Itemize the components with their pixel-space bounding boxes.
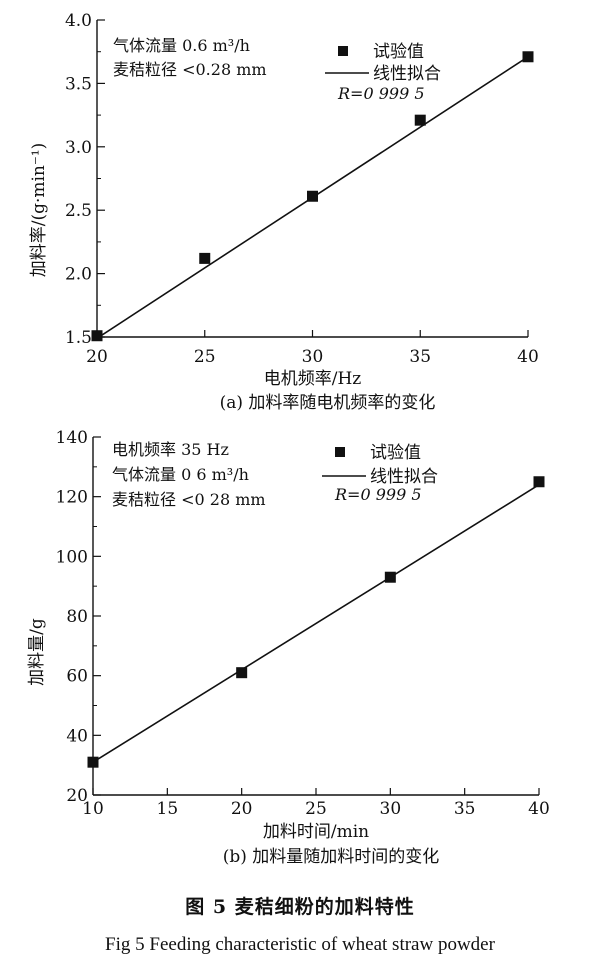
panel-a-x-tick-label: 20 <box>86 347 108 367</box>
panel-a-condition-text: 麦秸粒径 <0.28 mm <box>113 60 267 79</box>
panel-b-x-tick-label: 15 <box>157 799 179 819</box>
panel-b-condition-text: 麦秸粒径 <0 28 mm <box>112 490 266 509</box>
panel-a-y-tick-label: 4.0 <box>65 11 92 31</box>
panel-a-y-tick-label: 2.5 <box>65 201 92 221</box>
panel-b-condition-text: 气体流量 0 6 m³/h <box>112 465 249 484</box>
figure-caption-chinese: 图 5 麦秸细粉的加料特性 <box>185 896 415 918</box>
panel-b-x-tick-label: 30 <box>380 799 402 819</box>
panel-b-legend-label-points: 试验值 <box>370 443 421 463</box>
panel-a-caption: (a) 加料率随电机频率的变化 <box>220 393 436 413</box>
panel-b-y-tick-label: 80 <box>66 607 88 627</box>
panel-b-data-point <box>384 571 396 583</box>
panel-b-x-axis-label: 加料时间/min <box>263 822 369 842</box>
panel-b-x-tick-label: 40 <box>528 799 550 819</box>
panel-a-data-point <box>522 51 534 63</box>
panel-a-data-point <box>307 190 318 202</box>
panel-a-legend-label-line: 线性拟合 <box>373 64 441 84</box>
panel-b-condition-text: 电机频率 35 Hz <box>112 440 229 459</box>
figure: 20 25 30 35 40 1.5 2.0 2.5 3.0 3.5 4.0 电机频率/Hz 加料率/(… <box>27 11 550 867</box>
panel-b-y-tick-label: 20 <box>66 786 88 806</box>
panel-a-data-point <box>91 330 103 342</box>
panel-a-y-tick-label: 3.5 <box>65 74 92 94</box>
panel-b-y-tick-label: 140 <box>56 428 88 448</box>
panel-a-y-tick-label: 1.5 <box>65 328 92 348</box>
panel-a-fit-coefficient: R=0 999 5 <box>337 84 425 103</box>
panel-b-y-tick-label: 40 <box>66 726 88 746</box>
panel-b-fit-coefficient: R=0 999 5 <box>334 485 422 504</box>
panel-a-x-tick-label: 35 <box>409 347 431 367</box>
panel-b-data-point <box>533 476 545 488</box>
panel-a-x-axis-label: 电机频率/Hz <box>264 369 362 389</box>
panel-b-legend-marker-square <box>335 447 345 457</box>
figure-caption-english: Fig 5 Feeding characteristic of wheat st… <box>105 934 495 955</box>
panel-b-y-tick-label: 60 <box>66 667 88 687</box>
panel-a-y-tick-label: 2.0 <box>65 265 92 285</box>
panel-b-y-tick-label: 120 <box>56 488 88 508</box>
panel-b-y-axis-label: 加料量/g <box>27 618 47 686</box>
panel-a-data-point <box>199 252 211 264</box>
panel-a-x-tick-label: 40 <box>517 347 539 367</box>
panel-b-x-tick-label: 10 <box>82 799 104 819</box>
panel-a-legend-marker-square <box>338 46 348 56</box>
panel-a-data-point <box>414 114 426 126</box>
panel-b-data-point <box>87 756 99 768</box>
panel-a-legend-label-points: 试验值 <box>373 42 424 62</box>
panel-a-condition-text: 气体流量 0.6 m³/h <box>113 36 250 55</box>
panel-b-data-point <box>236 667 248 679</box>
panel-b-caption: (b) 加料量随加料时间的变化 <box>223 847 440 867</box>
panel-b-x-tick-label: 25 <box>305 799 327 819</box>
panel-a-y-tick-label: 3.0 <box>65 138 92 158</box>
panel-b-fit-line <box>92 484 540 763</box>
panel-a-x-tick-label: 30 <box>302 347 324 367</box>
panel-a-y-axis-label: 加料率/(g·min⁻¹) <box>29 143 49 278</box>
panel-b-legend-label-line: 线性拟合 <box>370 467 438 487</box>
panel-b-x-tick-label: 35 <box>454 799 476 819</box>
panel-a-x-tick-label: 25 <box>194 347 216 367</box>
panel-b-y-tick-label: 100 <box>56 547 88 567</box>
panel-b-x-tick-label: 20 <box>231 799 253 819</box>
